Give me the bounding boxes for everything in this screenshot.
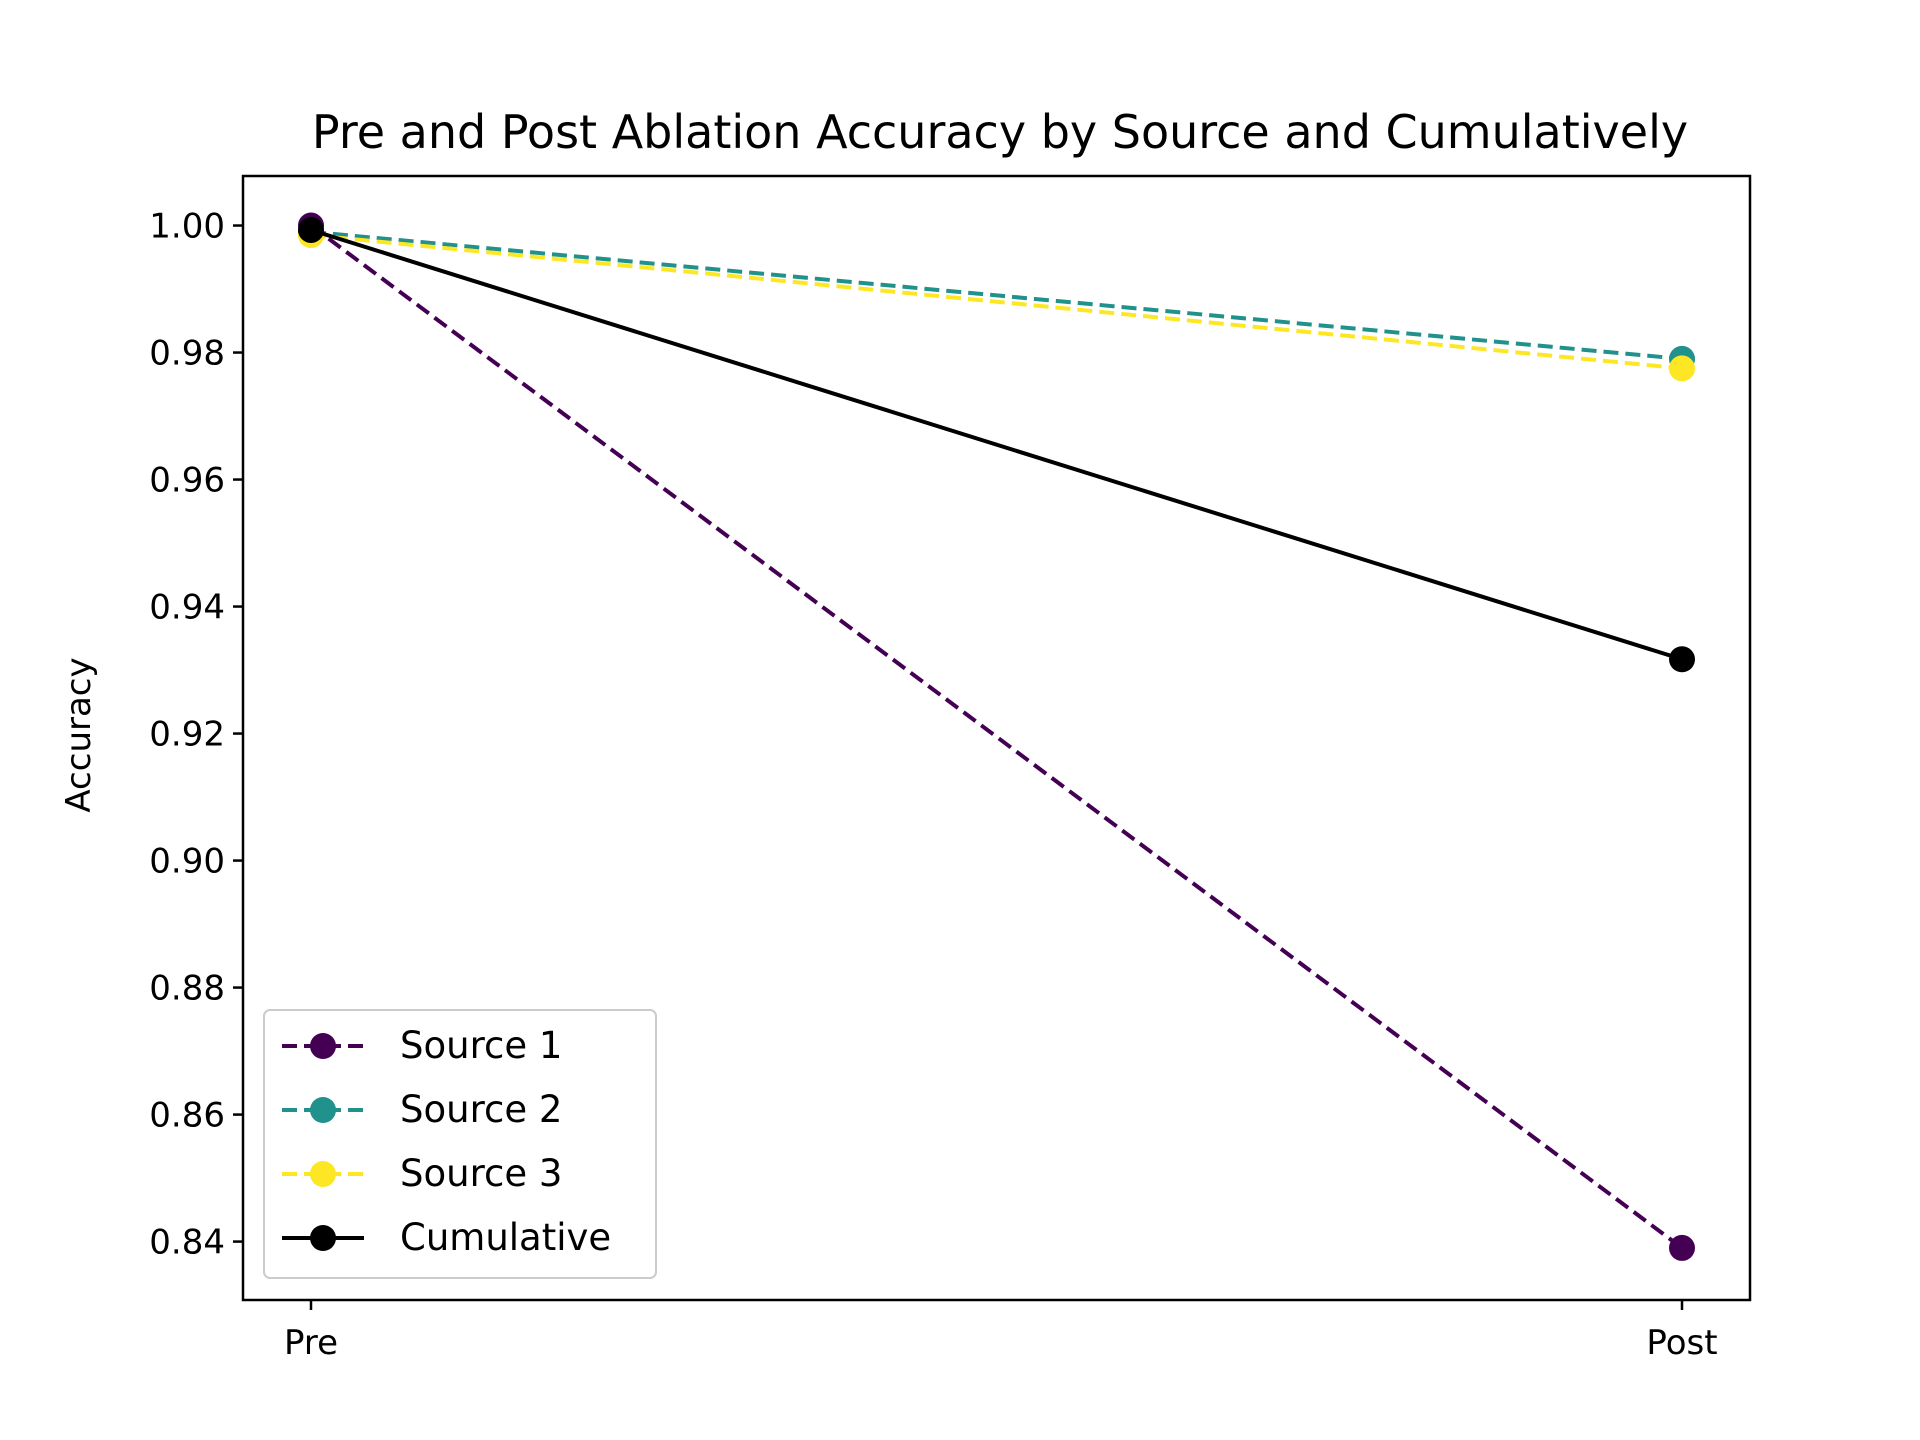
y-tick-label: 1.00 (149, 207, 225, 247)
x-tick-label: Pre (284, 1323, 338, 1363)
data-point (1669, 646, 1695, 673)
data-point (1669, 355, 1695, 382)
legend-label: Source 3 (400, 1152, 562, 1195)
y-axis-label: Accuracy (59, 657, 99, 812)
plot-frame (241, 174, 1752, 1302)
y-tick-label: 0.86 (149, 1096, 225, 1136)
legend-marker (310, 1161, 336, 1187)
x-tick-label: Post (1646, 1323, 1717, 1363)
y-tick-label: 0.90 (149, 842, 225, 882)
legend-marker (310, 1225, 336, 1251)
series-line (310, 229, 1683, 361)
legend-label: Source 2 (400, 1088, 562, 1131)
y-tick-label: 0.92 (149, 715, 225, 755)
plot-series (298, 212, 1695, 1261)
series-cumulative (298, 216, 1695, 673)
legend: Source 1 Source 2 Source 3 Cumulative (263, 1009, 657, 1279)
legend-box (263, 1009, 657, 1279)
legend-label: Source 1 (400, 1024, 562, 1067)
series-line (310, 233, 1683, 371)
y-axis: 0.84 0.86 0.88 0.90 0.92 0.94 0.96 0.98 1.00 (149, 207, 243, 1263)
series-line (310, 228, 1683, 662)
legend-item: Source 2 (282, 1088, 562, 1131)
y-tick-label: 0.84 (149, 1223, 225, 1263)
y-tick-label: 0.98 (149, 334, 225, 374)
legend-item: Cumulative (282, 1216, 611, 1259)
series-source-3 (298, 222, 1695, 382)
legend-item: Source 3 (282, 1152, 562, 1195)
y-tick-label: 0.88 (149, 969, 225, 1009)
data-point (1669, 1234, 1695, 1261)
x-axis: Pre Post (284, 1300, 1718, 1363)
chart-title: Pre and Post Ablation Accuracy by Source… (312, 105, 1688, 159)
y-tick-label: 0.96 (149, 461, 225, 501)
legend-marker (310, 1097, 336, 1123)
y-tick-label: 0.94 (149, 588, 225, 628)
data-point (298, 216, 324, 243)
legend-marker (310, 1033, 336, 1059)
legend-label: Cumulative (400, 1216, 611, 1259)
legend-item: Source 1 (282, 1024, 562, 1067)
